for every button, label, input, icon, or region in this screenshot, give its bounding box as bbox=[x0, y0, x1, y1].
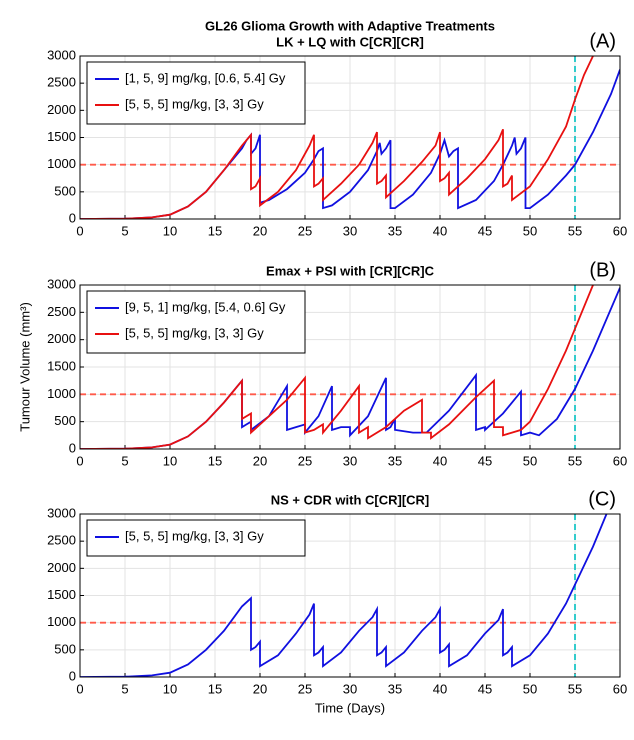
x-tick-label: 25 bbox=[298, 223, 312, 238]
panel-title: NS + CDR with C[CR][CR] bbox=[271, 492, 430, 507]
x-tick-label: 25 bbox=[298, 453, 312, 468]
y-tick-label: 1500 bbox=[47, 587, 76, 602]
x-tick-label: 20 bbox=[253, 681, 267, 696]
x-tick-label: 45 bbox=[478, 681, 492, 696]
x-tick-label: 10 bbox=[163, 681, 177, 696]
x-tick-label: 55 bbox=[568, 681, 582, 696]
x-tick-label: 60 bbox=[613, 681, 627, 696]
x-tick-label: 5 bbox=[121, 223, 128, 238]
legend-box bbox=[86, 519, 306, 557]
plot-frame bbox=[79, 55, 621, 220]
x-tick-label: 45 bbox=[478, 453, 492, 468]
plot-frame bbox=[79, 513, 621, 678]
panel: 0 5 10 15 20 25 30 35 40 45 50 55 60 0 500 1000 1500 2000… bbox=[47, 30, 627, 238]
x-tick-label: 0 bbox=[76, 681, 83, 696]
y-tick-label: 500 bbox=[54, 413, 76, 428]
y-tick-label: 0 bbox=[69, 210, 76, 225]
x-tick-label: 5 bbox=[121, 453, 128, 468]
y-tick-label: 0 bbox=[69, 440, 76, 455]
x-tick-label: 10 bbox=[163, 453, 177, 468]
x-tick-label: 15 bbox=[208, 453, 222, 468]
y-tick-label: 1000 bbox=[47, 156, 76, 171]
legend-label: [1, 5, 9] mg/kg, [0.6, 5.4] Gy bbox=[125, 70, 286, 85]
x-tick-label: 10 bbox=[163, 223, 177, 238]
x-tick-label: 40 bbox=[433, 223, 447, 238]
x-tick-label: 55 bbox=[568, 453, 582, 468]
x-tick-label: 20 bbox=[253, 223, 267, 238]
x-tick-label: 60 bbox=[613, 223, 627, 238]
plot-frame bbox=[79, 284, 621, 450]
series-line bbox=[80, 514, 608, 677]
y-tick-label: 1000 bbox=[47, 614, 76, 629]
y-tick-label: 0 bbox=[69, 668, 76, 683]
x-axis-label: Time (Days) bbox=[315, 700, 385, 715]
y-tick-label: 2000 bbox=[47, 331, 76, 346]
series-line bbox=[80, 285, 594, 449]
y-tick-label: 2500 bbox=[47, 533, 76, 548]
x-tick-label: 30 bbox=[343, 681, 357, 696]
y-axis-label: Tumour Volume (mm³) bbox=[17, 302, 32, 432]
figure-title: GL26 Glioma Growth with Adaptive Treatme… bbox=[205, 18, 495, 33]
y-tick-label: 2000 bbox=[47, 102, 76, 117]
x-tick-label: 35 bbox=[388, 453, 402, 468]
panel-label: (C) bbox=[588, 488, 616, 510]
panel: 0 5 10 15 20 25 30 35 40 45 50 55 60 0 500 1000 1500 2000… bbox=[47, 488, 627, 715]
x-tick-label: 0 bbox=[76, 223, 83, 238]
legend-label: [5, 5, 5] mg/kg, [3, 3] Gy bbox=[125, 96, 264, 111]
panel-label: (B) bbox=[589, 259, 616, 281]
x-tick-label: 35 bbox=[388, 681, 402, 696]
legend-label: [9, 5, 1] mg/kg, [5.4, 0.6] Gy bbox=[125, 299, 286, 314]
x-tick-label: 20 bbox=[253, 453, 267, 468]
x-tick-label: 30 bbox=[343, 453, 357, 468]
y-tick-label: 2500 bbox=[47, 304, 76, 319]
x-tick-label: 35 bbox=[388, 223, 402, 238]
y-tick-label: 1000 bbox=[47, 386, 76, 401]
y-tick-label: 1500 bbox=[47, 129, 76, 144]
x-tick-label: 40 bbox=[433, 681, 447, 696]
panel-title: LK + LQ with C[CR][CR] bbox=[276, 34, 424, 49]
y-tick-label: 3000 bbox=[47, 505, 76, 520]
x-tick-label: 30 bbox=[343, 223, 357, 238]
x-tick-label: 0 bbox=[76, 453, 83, 468]
y-tick-label: 1500 bbox=[47, 358, 76, 373]
x-tick-label: 45 bbox=[478, 223, 492, 238]
panel-label: (A) bbox=[589, 30, 616, 52]
x-tick-label: 5 bbox=[121, 681, 128, 696]
x-tick-label: 40 bbox=[433, 453, 447, 468]
series-line bbox=[80, 56, 594, 219]
y-tick-label: 500 bbox=[54, 641, 76, 656]
x-tick-label: 55 bbox=[568, 223, 582, 238]
x-tick-label: 60 bbox=[613, 453, 627, 468]
legend-box bbox=[86, 290, 306, 354]
y-tick-label: 2000 bbox=[47, 560, 76, 575]
legend-label: [5, 5, 5] mg/kg, [3, 3] Gy bbox=[125, 325, 264, 340]
x-tick-label: 50 bbox=[523, 453, 537, 468]
x-tick-label: 25 bbox=[298, 681, 312, 696]
y-tick-label: 3000 bbox=[47, 47, 76, 62]
y-tick-label: 3000 bbox=[47, 276, 76, 291]
panel: 0 5 10 15 20 25 30 35 40 45 50 55 60 0 500 1000 1500 2000… bbox=[17, 259, 627, 468]
x-tick-label: 50 bbox=[523, 681, 537, 696]
y-tick-label: 2500 bbox=[47, 75, 76, 90]
x-tick-label: 15 bbox=[208, 223, 222, 238]
y-tick-label: 500 bbox=[54, 183, 76, 198]
legend-label: [5, 5, 5] mg/kg, [3, 3] Gy bbox=[125, 528, 264, 543]
x-tick-label: 50 bbox=[523, 223, 537, 238]
panel-title: Emax + PSI with [CR][CR]C bbox=[266, 263, 435, 278]
x-tick-label: 15 bbox=[208, 681, 222, 696]
legend-box bbox=[86, 61, 306, 125]
